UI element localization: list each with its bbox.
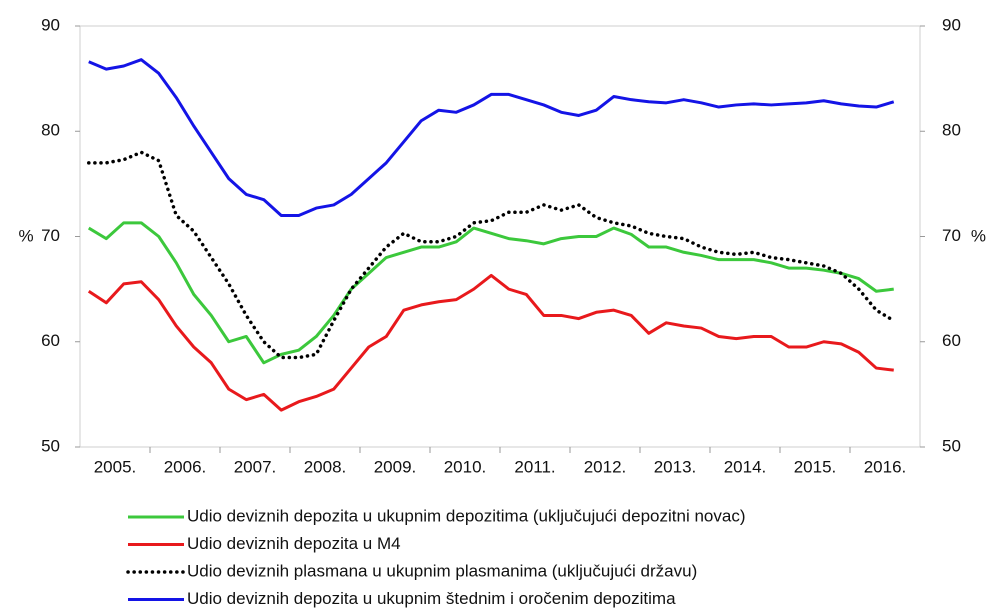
y-tick-label: 70: [41, 226, 60, 245]
y-tick-label: 90: [41, 15, 60, 34]
legend-label: Udio deviznih depozita u ukupnim štednim…: [187, 589, 676, 608]
y2-tick-label: 70: [942, 226, 961, 245]
x-tick-label: 2008.: [304, 457, 347, 476]
legend-label: Udio deviznih plasmana u ukupnim plasman…: [187, 561, 697, 580]
x-tick-label: 2012.: [584, 457, 627, 476]
x-tick-label: 2015.: [794, 457, 837, 476]
series-line: [87, 150, 896, 360]
y2-tick-label: 90: [942, 15, 961, 34]
y2-axis-label: %: [971, 226, 986, 245]
y2-tick-label: 80: [942, 121, 961, 140]
y-axis-label: %: [18, 226, 33, 245]
legend-label: Udio deviznih depozita u M4: [187, 534, 401, 553]
x-tick-label: 2011.: [514, 457, 555, 476]
legend-label: Udio deviznih depozita u ukupnim depozit…: [187, 506, 745, 525]
x-tick-label: 2005.: [94, 457, 137, 476]
x-tick-label: 2009.: [374, 457, 417, 476]
y2-tick-label: 50: [942, 436, 961, 455]
series-line: [88, 58, 895, 217]
series-line: [87, 221, 894, 365]
y2-tick-label: 60: [942, 331, 961, 350]
y-tick-label: 80: [41, 121, 60, 140]
y-tick-label: 50: [41, 436, 60, 455]
x-tick-label: 2013.: [654, 457, 697, 476]
x-tick-label: 2016.: [864, 457, 907, 476]
series-line: [87, 273, 894, 412]
x-tick-label: 2007.: [234, 457, 277, 476]
x-tick-label: 2010.: [444, 457, 487, 476]
x-tick-label: 2006.: [164, 457, 207, 476]
x-tick-label: 2014.: [724, 457, 767, 476]
y-tick-label: 60: [41, 331, 60, 350]
